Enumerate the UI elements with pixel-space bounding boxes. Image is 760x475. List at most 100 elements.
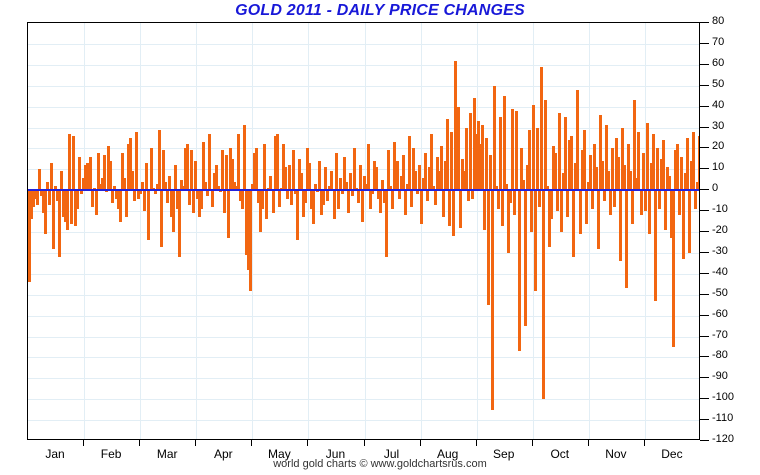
bar bbox=[493, 85, 497, 191]
gridline-v bbox=[308, 23, 309, 439]
x-axis-tick bbox=[532, 440, 533, 446]
y-axis-label: 50 bbox=[712, 78, 725, 90]
bar bbox=[476, 121, 480, 191]
bar bbox=[157, 129, 161, 191]
y-axis-tick bbox=[700, 377, 709, 378]
bar bbox=[489, 154, 493, 191]
x-axis-label: Aug bbox=[436, 447, 459, 461]
bar bbox=[503, 96, 507, 191]
bar bbox=[131, 171, 135, 191]
bar bbox=[224, 154, 228, 191]
bar bbox=[619, 190, 623, 262]
bar bbox=[127, 144, 131, 191]
y-axis-tick bbox=[700, 210, 709, 211]
x-axis-label: Apr bbox=[213, 447, 233, 461]
bar bbox=[511, 108, 515, 191]
bar bbox=[141, 181, 145, 191]
bar bbox=[637, 131, 641, 191]
bar bbox=[116, 190, 120, 209]
y-axis-tick bbox=[700, 147, 709, 148]
bar bbox=[629, 171, 633, 191]
x-axis-tick bbox=[251, 440, 252, 446]
y-axis-label: -90 bbox=[712, 370, 728, 382]
gridline-h bbox=[28, 337, 699, 338]
bar bbox=[291, 150, 295, 191]
x-axis-label: Sep bbox=[493, 447, 515, 461]
bar bbox=[143, 190, 147, 212]
bar bbox=[147, 190, 151, 241]
bar bbox=[194, 160, 198, 191]
bar bbox=[177, 190, 181, 258]
bar bbox=[182, 186, 186, 191]
bar bbox=[430, 133, 434, 191]
y-axis-label: -100 bbox=[712, 391, 735, 403]
bar bbox=[692, 131, 696, 191]
bar bbox=[663, 190, 667, 230]
bar bbox=[188, 190, 192, 205]
bar bbox=[446, 119, 450, 191]
y-axis-label: -10 bbox=[712, 203, 728, 215]
bar bbox=[47, 190, 51, 205]
y-axis-label: 20 bbox=[712, 140, 725, 152]
bar bbox=[672, 190, 676, 347]
y-axis-label: 40 bbox=[712, 99, 725, 111]
bar bbox=[192, 190, 196, 214]
bar bbox=[458, 190, 462, 228]
bar bbox=[604, 125, 608, 191]
bar bbox=[212, 173, 216, 191]
bar bbox=[236, 133, 240, 191]
bar bbox=[214, 165, 218, 191]
bar bbox=[326, 190, 330, 201]
x-axis-label: Jan bbox=[45, 447, 65, 461]
bar bbox=[64, 190, 68, 222]
y-axis-label: -70 bbox=[712, 329, 728, 341]
bar bbox=[299, 173, 303, 191]
bar bbox=[452, 190, 456, 237]
bar bbox=[247, 190, 251, 270]
bar bbox=[28, 190, 31, 283]
bar bbox=[53, 186, 57, 191]
bar bbox=[123, 177, 127, 191]
y-axis-tick bbox=[700, 336, 709, 337]
bar bbox=[255, 148, 259, 191]
gridline-h bbox=[28, 316, 699, 317]
bar bbox=[572, 190, 576, 258]
bar bbox=[295, 190, 299, 241]
y-axis-tick bbox=[700, 106, 709, 107]
bar bbox=[328, 186, 332, 191]
bar bbox=[371, 190, 375, 195]
bar bbox=[208, 133, 212, 191]
bar bbox=[399, 175, 403, 191]
bar bbox=[674, 150, 678, 191]
y-axis-tick bbox=[700, 252, 709, 253]
x-axis-tick bbox=[195, 440, 196, 446]
bar bbox=[129, 137, 133, 191]
bar bbox=[464, 127, 468, 191]
bar bbox=[395, 160, 399, 191]
y-axis-label: -60 bbox=[712, 308, 728, 320]
bar bbox=[661, 140, 665, 191]
bar bbox=[145, 163, 149, 191]
y-axis-tick bbox=[700, 189, 709, 190]
gridline-h bbox=[28, 357, 699, 358]
bar bbox=[468, 112, 472, 191]
bar bbox=[184, 148, 188, 191]
bar bbox=[58, 190, 61, 258]
y-axis-tick bbox=[700, 315, 709, 316]
bar bbox=[68, 133, 72, 191]
bar bbox=[379, 190, 383, 214]
bar bbox=[631, 190, 635, 224]
y-axis-tick bbox=[700, 273, 709, 274]
bar bbox=[198, 190, 202, 218]
gridline-h bbox=[28, 107, 699, 108]
bar bbox=[289, 190, 293, 205]
bar bbox=[173, 165, 177, 191]
bar bbox=[617, 156, 621, 191]
bar bbox=[556, 190, 560, 212]
bar bbox=[94, 190, 98, 216]
gridline-h bbox=[28, 128, 699, 129]
bar bbox=[385, 190, 389, 258]
bar bbox=[651, 133, 655, 191]
bar bbox=[676, 144, 680, 191]
bar bbox=[686, 137, 690, 191]
